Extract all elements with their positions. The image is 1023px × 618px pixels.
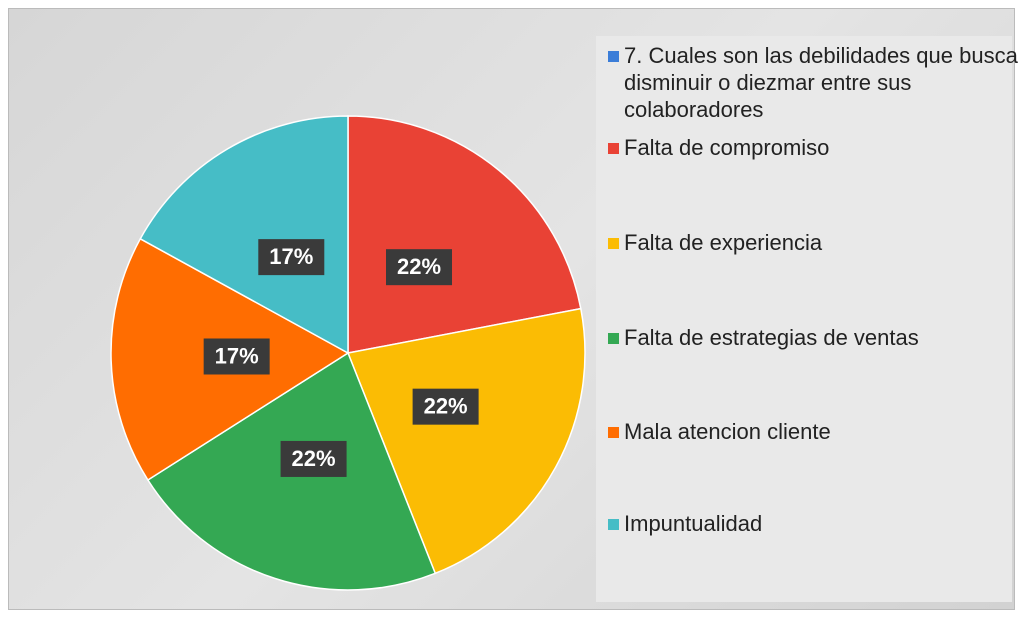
data-label-box	[386, 249, 453, 286]
pie-slice	[346, 307, 586, 575]
legend-swatch	[608, 238, 619, 249]
legend-entry: Mala atencion cliente	[604, 418, 1023, 445]
data-label-box	[258, 239, 325, 276]
data-label-box	[412, 388, 479, 425]
legend-swatch	[608, 333, 619, 344]
data-label: 17%	[203, 338, 270, 375]
legend-swatch	[608, 51, 619, 62]
legend-label: Falta de experiencia	[624, 230, 823, 255]
data-label: 17%	[258, 239, 325, 276]
legend-swatch	[608, 519, 619, 530]
data-label-text: 22%	[397, 254, 441, 279]
legend-label: Impuntualidad	[624, 511, 763, 536]
legend-entry: Impuntualidad	[604, 510, 1023, 537]
legend-label: Mala atencion cliente	[624, 419, 831, 444]
data-label-text: 22%	[292, 446, 336, 471]
data-label-box	[203, 338, 270, 375]
legend-label: Falta de compromiso	[624, 135, 830, 160]
pie-slice	[347, 115, 582, 354]
legend-label: Falta de estrategias de ventas	[624, 325, 919, 350]
data-label-text: 17%	[269, 244, 313, 269]
data-label-box	[280, 440, 347, 477]
legend: 7. Cuales son las debilidades que busca …	[596, 36, 1018, 602]
legend-entry: Falta de experiencia	[604, 229, 1023, 256]
data-label-text: 17%	[215, 343, 259, 368]
legend-label: 7. Cuales son las debilidades que busca …	[624, 43, 1018, 122]
data-label: 22%	[280, 440, 347, 477]
legend-swatch	[608, 427, 619, 438]
data-label: 22%	[412, 388, 479, 425]
data-label: 22%	[386, 249, 453, 286]
legend-swatch	[608, 143, 619, 154]
legend-entry: Falta de compromiso	[604, 134, 1023, 161]
data-label-text: 22%	[424, 393, 468, 418]
legend-entry: 7. Cuales son las debilidades que busca …	[604, 42, 1023, 123]
pie-slice	[139, 115, 349, 355]
legend-entry: Falta de estrategias de ventas	[604, 324, 1023, 351]
